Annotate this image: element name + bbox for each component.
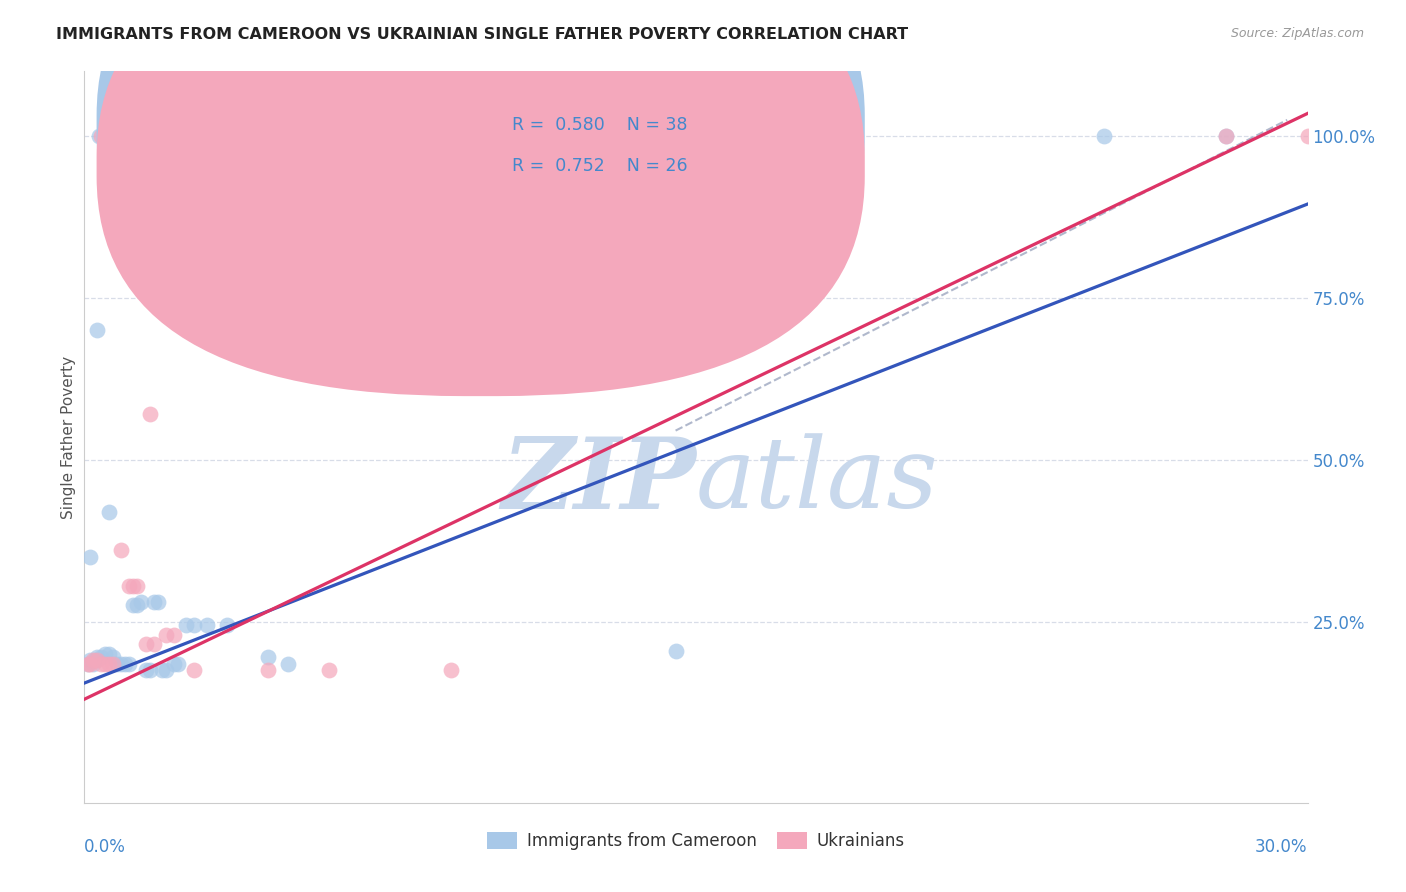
- Point: [257, 650, 280, 665]
- Point: [146, 595, 169, 609]
- Point: [110, 543, 132, 558]
- Point: [90, 129, 112, 144]
- Point: [97, 129, 120, 144]
- Point: [97, 504, 120, 518]
- Point: [142, 595, 165, 609]
- FancyBboxPatch shape: [97, 0, 865, 396]
- Point: [110, 657, 132, 671]
- Legend: Immigrants from Cameroon, Ukrainians: Immigrants from Cameroon, Ukrainians: [481, 825, 911, 856]
- Point: [82, 653, 104, 667]
- Text: R =  0.752    N = 26: R = 0.752 N = 26: [513, 158, 688, 176]
- Point: [97, 647, 120, 661]
- Text: 30.0%: 30.0%: [1256, 838, 1308, 856]
- Point: [163, 657, 186, 671]
- Point: [87, 129, 110, 144]
- Point: [118, 579, 141, 593]
- Point: [131, 595, 153, 609]
- Point: [97, 657, 120, 671]
- FancyBboxPatch shape: [446, 94, 776, 185]
- Point: [101, 657, 124, 671]
- Point: [82, 657, 104, 671]
- Point: [138, 408, 160, 422]
- Point: [217, 617, 239, 632]
- Text: IMMIGRANTS FROM CAMEROON VS UKRAINIAN SINGLE FATHER POVERTY CORRELATION CHART: IMMIGRANTS FROM CAMEROON VS UKRAINIAN SI…: [56, 27, 908, 42]
- Text: ZIP: ZIP: [501, 433, 696, 529]
- Point: [163, 627, 186, 641]
- Text: Source: ZipAtlas.com: Source: ZipAtlas.com: [1230, 27, 1364, 40]
- Text: atlas: atlas: [696, 434, 939, 529]
- Point: [440, 663, 463, 677]
- Point: [86, 653, 108, 667]
- Point: [174, 617, 197, 632]
- Point: [135, 637, 157, 651]
- Point: [155, 627, 177, 641]
- Point: [86, 650, 108, 665]
- Point: [665, 643, 688, 657]
- Point: [122, 579, 145, 593]
- Point: [183, 663, 205, 677]
- Point: [101, 650, 124, 665]
- Y-axis label: Single Father Poverty: Single Father Poverty: [60, 356, 76, 518]
- Point: [277, 657, 299, 671]
- Point: [93, 657, 115, 671]
- Point: [142, 637, 165, 651]
- Point: [122, 599, 145, 613]
- Point: [318, 663, 340, 677]
- Point: [135, 663, 157, 677]
- Point: [1215, 129, 1237, 144]
- Text: 0.0%: 0.0%: [84, 838, 127, 856]
- Point: [105, 657, 128, 671]
- Point: [1092, 129, 1115, 144]
- Point: [79, 657, 101, 671]
- Point: [114, 657, 136, 671]
- Point: [76, 657, 98, 671]
- Point: [83, 653, 105, 667]
- Point: [195, 617, 218, 632]
- Point: [167, 657, 190, 671]
- Point: [183, 617, 205, 632]
- Point: [86, 323, 108, 337]
- Point: [79, 653, 101, 667]
- Point: [257, 663, 280, 677]
- Point: [93, 647, 115, 661]
- Point: [118, 657, 141, 671]
- Point: [155, 663, 177, 677]
- Point: [90, 650, 112, 665]
- Text: R =  0.580    N = 38: R = 0.580 N = 38: [513, 116, 688, 135]
- Point: [76, 657, 98, 671]
- Point: [90, 657, 112, 671]
- Point: [138, 663, 160, 677]
- Point: [79, 549, 101, 564]
- Point: [97, 129, 120, 144]
- FancyBboxPatch shape: [97, 0, 865, 355]
- Point: [105, 129, 128, 144]
- Point: [127, 579, 149, 593]
- Point: [150, 663, 173, 677]
- Point: [1215, 129, 1237, 144]
- Point: [1296, 129, 1319, 144]
- Point: [127, 599, 149, 613]
